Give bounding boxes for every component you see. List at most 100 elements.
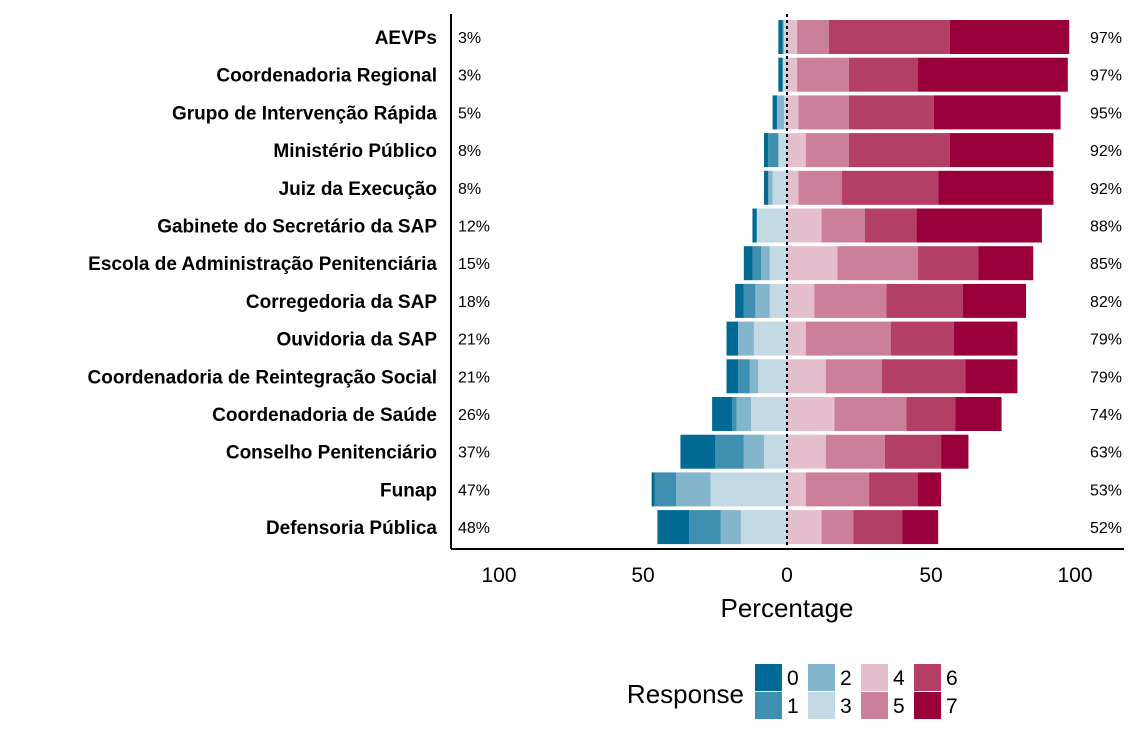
category-label: Ministério Público [273, 141, 437, 162]
legend-swatch-3 [808, 692, 835, 719]
category-label: Juiz da Execução [279, 179, 437, 200]
bar-segment-level-7 [938, 170, 1054, 205]
bar-segment-level-3 [784, 20, 787, 54]
high-percent-label: 92% [1090, 143, 1122, 160]
bar-segment-level-1 [715, 434, 744, 469]
bar-segment-level-1 [654, 472, 677, 507]
bar-segment-level-0 [772, 95, 777, 130]
bar-segment-level-4 [787, 397, 835, 431]
bar-segment-level-2 [768, 170, 773, 205]
bar-segment-level-6 [882, 359, 966, 394]
bar-segment-level-2 [782, 20, 785, 54]
legend-label: 5 [893, 695, 905, 718]
bar-segment-level-3 [782, 57, 787, 92]
bar-segment-level-7 [949, 133, 1054, 168]
low-percent-label: 18% [458, 294, 490, 311]
bar-segment-level-2 [761, 246, 770, 281]
bar-segment-level-4 [787, 95, 799, 130]
x-axis-ticks: 100 50 0 50 100 [481, 564, 1092, 587]
high-percent-label: 95% [1090, 105, 1122, 122]
legend-label: 2 [840, 667, 852, 690]
low-percent-label: 8% [458, 181, 481, 198]
bar-segment-level-3 [778, 133, 787, 168]
legend-title: Response [627, 679, 744, 709]
bar-segment-level-3 [769, 283, 787, 318]
low-percent-label: 3% [458, 30, 481, 47]
bar-segment-level-5 [798, 95, 849, 130]
bar-segment-level-7 [949, 20, 1070, 54]
bar-segment-level-6 [853, 510, 903, 545]
category-label: Corregedoria da SAP [246, 292, 437, 313]
category-label: Coordenadoria de Reintegração Social [88, 367, 437, 388]
bar-segment-level-5 [825, 434, 885, 469]
legend-label: 4 [893, 667, 905, 690]
legend-swatch-0 [755, 664, 782, 691]
high-percent-label: 88% [1090, 219, 1122, 236]
bar-segment-level-6 [848, 95, 934, 130]
bar-segment-level-7 [918, 57, 1068, 92]
x-tick-label: 100 [1057, 564, 1092, 587]
bar-segment-level-0 [657, 510, 690, 545]
bar-segment-level-7 [916, 208, 1042, 243]
bar-segment-level-5 [834, 397, 907, 431]
x-tick-label: 50 [919, 564, 942, 587]
bar-segment-level-1 [743, 283, 756, 318]
bar-segment-level-4 [787, 57, 798, 92]
low-percent-label: 48% [458, 520, 490, 537]
category-label: Ouvidoria da SAP [277, 330, 438, 351]
x-tick-label: 50 [631, 564, 654, 587]
high-percent-label: 79% [1090, 369, 1122, 386]
low-percent-label: 5% [458, 105, 481, 122]
bar-segment-level-2 [755, 283, 770, 318]
category-label: Funap [380, 480, 437, 501]
bar-segment-level-4 [787, 170, 799, 205]
bar-segment-level-7 [941, 434, 969, 469]
bar-segment-level-7 [955, 397, 1002, 431]
bar-segment-level-2 [738, 321, 754, 356]
bar-segment-level-1 [768, 133, 779, 168]
category-label: Conselho Penitenciário [226, 443, 437, 464]
category-label: Gabinete do Secretário da SAP [157, 217, 437, 238]
bar-segment-level-0 [763, 170, 769, 205]
bar-segment-level-5 [805, 321, 891, 356]
bar-segment-level-5 [825, 359, 883, 394]
bar-segment-level-6 [884, 434, 942, 469]
bar-segment-level-7 [918, 472, 942, 507]
bar-segment-level-1 [732, 397, 737, 431]
bar-segment-level-3 [751, 397, 787, 431]
low-percent-label: 8% [458, 143, 481, 160]
bar-segment-level-5 [798, 170, 842, 205]
bar-segment-level-3 [756, 208, 787, 243]
bar-segment-level-4 [787, 321, 806, 356]
low-percent-label: 21% [458, 332, 490, 349]
legend: Response 0 1 2 3 4 5 6 7 [627, 664, 958, 719]
legend-label: 0 [787, 667, 799, 690]
bar-segment-level-0 [726, 359, 739, 394]
high-percent-label: 82% [1090, 294, 1122, 311]
high-percent-label: 74% [1090, 407, 1122, 424]
bar-segment-level-4 [787, 208, 822, 243]
bar-segment-level-0 [680, 434, 715, 469]
bar-segment-level-7 [965, 359, 1018, 394]
low-percent-label: 12% [458, 219, 490, 236]
high-percent-label: 52% [1090, 520, 1122, 537]
bar-segment-level-6 [848, 133, 950, 168]
bar-segment-level-0 [726, 321, 739, 356]
low-percent-label: 21% [458, 369, 490, 386]
bar-segment-level-5 [821, 510, 854, 545]
bar-segment-level-4 [787, 510, 822, 545]
bar-segment-level-1 [738, 359, 750, 394]
high-percent-label: 79% [1090, 332, 1122, 349]
bar-segment-level-0 [752, 208, 757, 243]
bar-segment-level-6 [890, 321, 955, 356]
x-tick-label: 100 [481, 564, 516, 587]
bar-segment-level-7 [978, 246, 1034, 281]
high-percent-label: 97% [1090, 68, 1122, 85]
bar-segment-level-3 [710, 472, 787, 507]
category-label: Defensoria Pública [266, 518, 437, 539]
category-label: Coordenadoria Regional [216, 66, 437, 87]
bar-segment-level-6 [848, 57, 919, 92]
bar-segment-level-4 [787, 133, 806, 168]
bar-segment-level-4 [787, 246, 838, 281]
